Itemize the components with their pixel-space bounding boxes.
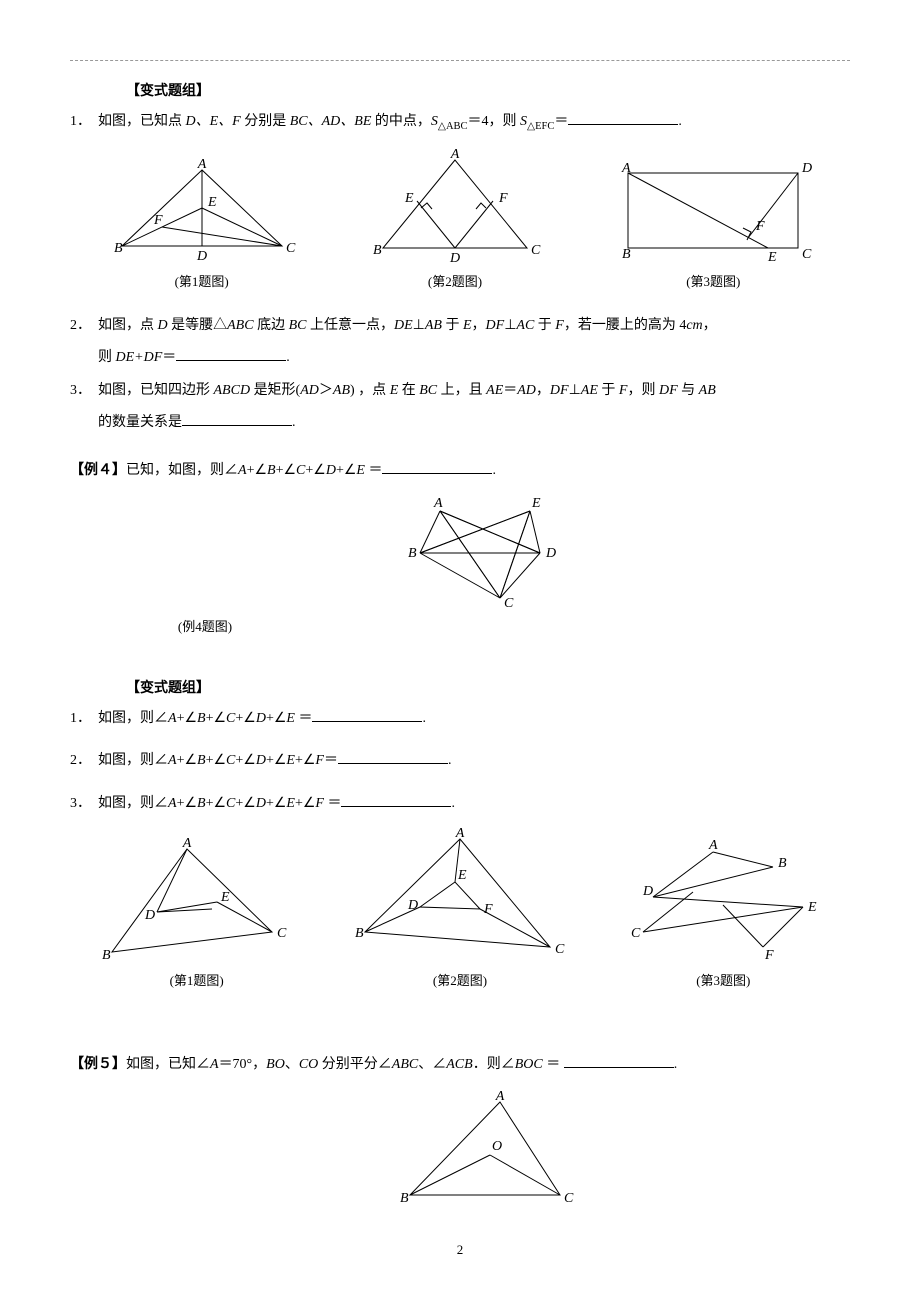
problem-number: 1． <box>70 708 98 730</box>
blank <box>564 1054 674 1068</box>
figure-row-a: A B C D E F (第1题图) A B C D E F <box>70 148 850 293</box>
blank <box>568 111 678 125</box>
svg-text:C: C <box>277 926 287 941</box>
problem-a2: 2． 如图，点 D 是等腰△ABC 底边 BC 上任意一点，DE⊥AB 于 E，… <box>70 315 850 337</box>
section-b-header: 【变式题组】 <box>126 678 850 700</box>
svg-text:C: C <box>564 1191 574 1206</box>
figure-a2: A B C D E F (第2题图) <box>365 148 545 293</box>
blank <box>176 347 286 361</box>
problem-number: 2． <box>70 750 98 772</box>
svg-text:D: D <box>196 249 207 264</box>
fig-caption: (第1题图) <box>102 272 302 293</box>
svg-text:B: B <box>408 546 417 561</box>
svg-text:E: E <box>807 900 817 915</box>
svg-text:D: D <box>449 251 460 266</box>
svg-text:O: O <box>492 1139 502 1154</box>
problem-a3: 3． 如图，已知四边形 ABCD 是矩形(AD＞AB) ，点 E 在 BC 上，… <box>70 380 850 402</box>
svg-text:A: A <box>621 161 631 176</box>
fig-caption: (第2题图) <box>350 971 570 992</box>
blank <box>341 793 451 807</box>
example-4: 【例４】已知，如图，则∠A+∠B+∠C+∠D+∠E ＝. <box>70 460 850 482</box>
svg-text:B: B <box>355 926 364 941</box>
svg-text:F: F <box>483 902 493 917</box>
example-5: 【例５】如图，已知∠A＝70°，BO、CO 分别平分∠ABC、∠ACB．则∠BO… <box>70 1054 850 1076</box>
svg-text:F: F <box>764 948 774 963</box>
svg-text:A: A <box>455 827 465 841</box>
problem-number: 1． <box>70 111 98 136</box>
svg-text:E: E <box>404 191 414 206</box>
figure-a1: A B C D E F (第1题图) <box>102 158 302 293</box>
blank <box>338 750 448 764</box>
svg-text:E: E <box>767 250 777 265</box>
svg-text:A: A <box>450 148 460 162</box>
svg-text:A: A <box>433 496 443 511</box>
svg-text:D: D <box>545 546 556 561</box>
svg-text:F: F <box>755 219 765 234</box>
svg-text:B: B <box>622 247 631 262</box>
problem-a1: 1． 如图，已知点 D、E、F 分别是 BC、AD、BE 的中点，S△ABC＝4… <box>70 111 850 136</box>
svg-text:C: C <box>531 243 541 258</box>
example-label: 【例５】 <box>70 1057 126 1072</box>
svg-text:F: F <box>153 213 163 228</box>
problem-text: 如图，已知四边形 ABCD 是矩形(AD＞AB) ，点 E 在 BC 上，且 A… <box>98 380 850 402</box>
figure-ex4: A E B D C (例4题图) <box>120 493 850 638</box>
figure-ex5: A B C O <box>120 1090 850 1210</box>
page-number: 2 <box>70 1240 850 1261</box>
svg-text:B: B <box>114 241 123 256</box>
problem-a2-cont: 则 DE+DF＝. <box>98 347 850 369</box>
svg-text:A: A <box>196 158 206 172</box>
svg-text:B: B <box>778 856 787 871</box>
figure-row-b: A B C D E (第1题图) A B C D E F <box>70 827 850 992</box>
svg-text:C: C <box>802 247 812 262</box>
fig-caption: (第1题图) <box>97 971 297 992</box>
svg-text:D: D <box>801 161 812 176</box>
problem-text: 如图，则∠A+∠B+∠C+∠D+∠E+∠F＝. <box>98 750 850 772</box>
problem-number: 2． <box>70 315 98 337</box>
svg-text:E: E <box>207 195 217 210</box>
svg-text:A: A <box>708 838 718 853</box>
svg-text:E: E <box>220 890 230 905</box>
svg-text:C: C <box>286 241 296 256</box>
svg-text:C: C <box>555 942 565 957</box>
figure-b2: A B C D E F (第2题图) <box>350 827 570 992</box>
svg-text:D: D <box>407 898 418 913</box>
problem-number: 3． <box>70 793 98 815</box>
blank <box>312 708 422 722</box>
fig-caption: (例4题图) <box>120 617 290 638</box>
page: 【变式题组】 1． 如图，已知点 D、E、F 分别是 BC、AD、BE 的中点，… <box>0 0 920 1301</box>
svg-text:D: D <box>642 884 653 899</box>
problem-b3: 3． 如图，则∠A+∠B+∠C+∠D+∠E+∠F ＝. <box>70 793 850 815</box>
figure-b1: A B C D E (第1题图) <box>97 837 297 992</box>
blank <box>382 460 492 474</box>
top-divider <box>70 60 850 61</box>
svg-text:B: B <box>102 948 111 963</box>
svg-text:B: B <box>373 243 382 258</box>
problem-number: 3． <box>70 380 98 402</box>
blank <box>182 412 292 426</box>
svg-text:C: C <box>631 926 641 941</box>
problem-a3-cont: 的数量关系是. <box>98 412 850 434</box>
figure-b3: A B D E C F (第3题图) <box>623 837 823 992</box>
fig-caption: (第3题图) <box>623 971 823 992</box>
svg-text:C: C <box>504 596 514 611</box>
fig-caption: (第3题图) <box>608 272 818 293</box>
section-a-header: 【变式题组】 <box>126 81 850 103</box>
problem-text: 如图，则∠A+∠B+∠C+∠D+∠E+∠F ＝. <box>98 793 850 815</box>
svg-text:A: A <box>181 837 191 851</box>
svg-text:A: A <box>495 1090 505 1104</box>
problem-text: 如图，已知点 D、E、F 分别是 BC、AD、BE 的中点，S△ABC＝4，则 … <box>98 111 850 136</box>
svg-text:E: E <box>457 868 467 883</box>
problem-b2: 2． 如图，则∠A+∠B+∠C+∠D+∠E+∠F＝. <box>70 750 850 772</box>
svg-text:E: E <box>531 496 541 511</box>
problem-b1: 1． 如图，则∠A+∠B+∠C+∠D+∠E ＝. <box>70 708 850 730</box>
svg-text:F: F <box>498 191 508 206</box>
svg-text:D: D <box>144 908 155 923</box>
figure-a3: A D B C E F (第3题图) <box>608 158 818 293</box>
svg-text:B: B <box>400 1191 409 1206</box>
fig-caption: (第2题图) <box>365 272 545 293</box>
problem-text: 如图，点 D 是等腰△ABC 底边 BC 上任意一点，DE⊥AB 于 E，DF⊥… <box>98 315 850 337</box>
example-label: 【例４】 <box>70 463 126 478</box>
problem-text: 如图，则∠A+∠B+∠C+∠D+∠E ＝. <box>98 708 850 730</box>
